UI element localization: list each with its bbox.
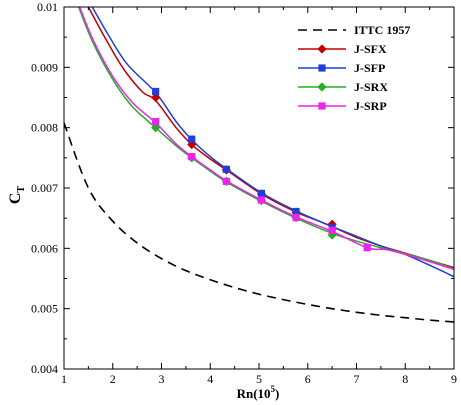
x-tick-label: 4 <box>207 372 213 386</box>
data-point-j-srp-7 <box>363 244 371 252</box>
y-axis-title: CT <box>7 186 27 205</box>
y-tick-label: 0.008 <box>31 121 58 135</box>
legend: ITTC 1957 J-SFX J-SFP J-SRX J-SRP <box>298 23 410 113</box>
x-tick-label: 2 <box>110 372 116 386</box>
legend-marker-j-srx <box>317 82 327 92</box>
data-point-j-sfp-2 <box>188 135 196 143</box>
x-tick-label: 8 <box>402 372 408 386</box>
data-point-j-srp-3 <box>222 177 230 185</box>
x-axis-title: Rn(105) <box>237 384 280 401</box>
legend-label-j-srx: J-SRX <box>354 80 388 94</box>
data-point-j-srp-5 <box>292 213 300 222</box>
data-point-j-srp-1 <box>152 118 160 126</box>
data-point-j-srp-2 <box>188 153 196 161</box>
y-tick-label: 0.006 <box>31 241 58 255</box>
y-tick-label: 0.009 <box>31 60 58 74</box>
x-axis-title-base: Rn(10 <box>237 386 271 401</box>
data-point-j-sfp-4 <box>257 189 266 198</box>
data-point-j-srp-6 <box>328 226 336 234</box>
x-tick-label: 7 <box>354 372 360 386</box>
data-point-j-sfp-5 <box>292 207 300 216</box>
data-point-j-srp-4 <box>257 196 266 204</box>
y-tick-label: 0.005 <box>31 302 58 316</box>
legend-label-ittc-1957: ITTC 1957 <box>354 23 410 37</box>
legend-marker-j-sfx <box>317 44 327 54</box>
legend-marker-j-sfp <box>318 64 326 72</box>
legend-marker-j-srp <box>318 102 326 110</box>
x-tick-label: 5 <box>256 372 262 386</box>
x-axis-title-tail: ) <box>275 386 279 401</box>
y-tick-label: 0.007 <box>31 181 58 195</box>
series-line-ittc-1957 <box>64 122 454 323</box>
legend-label-j-sfp: J-SFP <box>354 61 385 75</box>
markers <box>151 87 371 252</box>
x-tick-label: 6 <box>305 372 311 386</box>
y-tick-label: 0.004 <box>31 362 58 376</box>
x-tick-label: 1 <box>61 372 67 386</box>
legend-label-j-sfx: J-SFX <box>354 42 387 56</box>
x-axis-title-sup: 5 <box>271 384 276 394</box>
y-axis-title-main: C <box>7 193 24 205</box>
data-point-j-srx-1 <box>151 123 161 133</box>
y-axis-title-sub: T <box>16 186 27 193</box>
data-point-j-sfp-1 <box>152 87 160 96</box>
data-point-j-sfp-3 <box>222 165 230 173</box>
data-point-j-sfx-1 <box>151 92 161 103</box>
x-tick-label: 3 <box>159 372 165 386</box>
axes: 1 2 3 4 5 6 7 8 9 0.004 0.005 0.006 0.007 0.008 0.009 0… <box>31 0 457 386</box>
y-tick-label: 0.01 <box>37 0 58 14</box>
x-tick-label: 9 <box>451 372 457 386</box>
legend-label-j-srp: J-SRP <box>354 99 387 113</box>
